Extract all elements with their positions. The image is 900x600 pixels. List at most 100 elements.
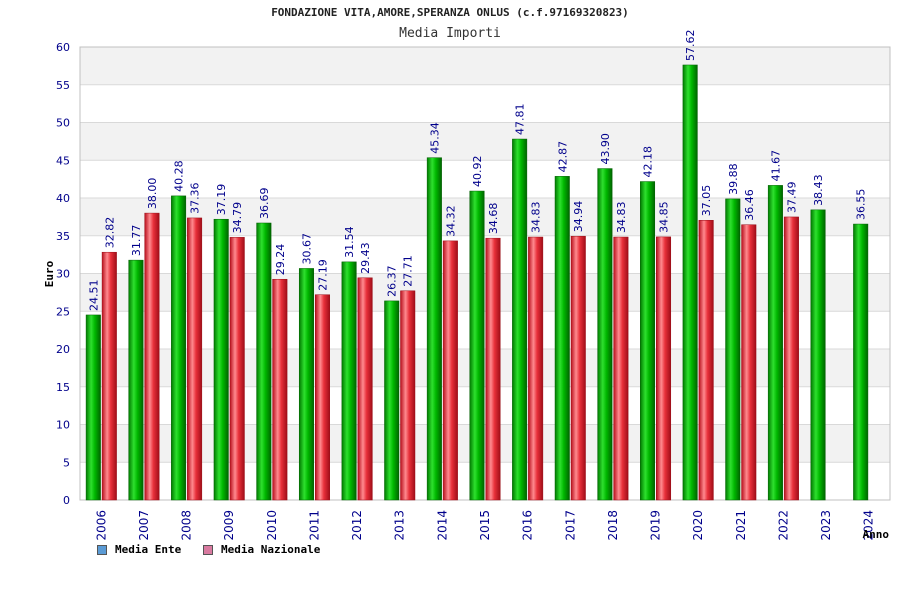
data-label: 29.24: [274, 244, 287, 276]
x-axis-title: Anno: [863, 528, 890, 541]
bar-media-nazionale: [400, 290, 416, 501]
data-label: 42.18: [642, 146, 655, 178]
bar-media-nazionale: [101, 251, 117, 501]
data-label: 29.43: [359, 242, 372, 274]
bar-media-nazionale: [314, 294, 330, 501]
y-tick-label: 25: [56, 305, 70, 318]
x-tick-label: 2010: [265, 510, 279, 541]
bar-media-ente: [512, 138, 528, 501]
x-tick-label: 2022: [776, 510, 790, 541]
x-tick-label: 2020: [691, 510, 705, 541]
x-tick-label: 2024: [862, 510, 876, 541]
data-label: 37.36: [189, 182, 202, 214]
bar-media-ente: [85, 314, 101, 501]
data-label: 34.94: [572, 201, 585, 233]
x-tick-label: 2014: [435, 510, 449, 541]
chart-subtitle: Media Importi: [399, 26, 501, 41]
y-axis-title: Euro: [43, 260, 56, 287]
data-label: 34.79: [231, 202, 244, 233]
data-label: 31.77: [130, 225, 143, 257]
axes: 0 5 10 15 20 25 30 35 40 45 50 55 60 2006 2007 2008 2009…: [43, 41, 889, 541]
bar-media-ente: [128, 259, 144, 501]
x-tick-label: 2009: [222, 510, 236, 541]
data-label: 36.46: [743, 189, 756, 221]
bar-media-ente: [426, 157, 442, 501]
x-tick-label: 2023: [819, 510, 833, 541]
data-label: 57.62: [684, 29, 697, 61]
legend-swatch-nazionale: [203, 544, 213, 555]
data-label: 37.49: [785, 181, 798, 213]
grid-band: [80, 84, 890, 123]
bar-media-nazionale: [570, 235, 586, 501]
bar-media-ente: [682, 64, 698, 501]
data-label: 47.81: [514, 104, 527, 136]
x-tick-label: 2021: [734, 510, 748, 541]
x-tick-label: 2007: [137, 510, 151, 541]
bar-media-ente: [298, 268, 314, 501]
x-tick-label: 2008: [180, 510, 194, 541]
bar-media-nazionale: [698, 220, 714, 501]
x-tick-label: 2016: [521, 510, 535, 541]
data-label: 34.32: [444, 205, 457, 237]
legend-item-ente: Media Ente: [97, 543, 181, 556]
data-label: 34.85: [658, 201, 671, 233]
bars: [85, 64, 869, 501]
data-label: 34.68: [487, 203, 500, 235]
chart-title: FONDAZIONE VITA,AMORE,SPERANZA ONLUS (c.…: [271, 6, 629, 19]
x-tick-label: 2019: [649, 510, 663, 541]
bar-media-ente: [767, 185, 783, 501]
bar-media-nazionale: [144, 212, 160, 501]
bar-media-nazionale: [741, 224, 757, 501]
plot-border: [79, 46, 891, 501]
x-tick-label: 2017: [563, 510, 577, 541]
bar-media-nazionale: [528, 236, 544, 501]
x-tick-label: 2012: [350, 510, 364, 541]
data-label: 42.87: [556, 141, 569, 173]
data-label: 38.00: [146, 178, 159, 210]
x-tick-label: 2013: [393, 510, 407, 541]
y-tick-label: 55: [56, 79, 70, 92]
bar-media-ente: [810, 209, 826, 501]
bar-media-nazionale: [357, 277, 373, 501]
data-label: 40.28: [173, 160, 186, 192]
data-label: 34.83: [530, 202, 543, 234]
y-tick-label: 15: [56, 381, 70, 394]
x-tick-label: 2006: [94, 510, 108, 541]
data-label: 36.69: [258, 187, 271, 219]
bar-media-ente: [725, 198, 741, 501]
data-label: 32.82: [103, 217, 116, 249]
legend-label-nazionale: Media Nazionale: [221, 543, 321, 556]
data-label: 39.88: [727, 163, 740, 195]
bar-media-nazionale: [442, 240, 458, 501]
y-tick-label: 35: [56, 230, 70, 243]
data-label: 24.51: [87, 279, 100, 311]
y-tick-label: 20: [56, 343, 70, 356]
bar-media-nazionale: [613, 236, 629, 501]
bar-media-ente: [554, 176, 570, 501]
data-label: 37.19: [215, 184, 228, 215]
data-label: 34.83: [615, 202, 628, 234]
x-tick-label: 2018: [606, 510, 620, 541]
data-label: 26.37: [386, 265, 399, 297]
bar-media-ente: [341, 261, 357, 501]
bar-media-ente: [853, 223, 869, 501]
data-label: 31.54: [343, 226, 356, 258]
data-label: 37.05: [700, 185, 713, 217]
data-label: 27.71: [402, 255, 415, 287]
x-tick-label: 2011: [307, 510, 321, 541]
bar-media-nazionale: [485, 237, 501, 501]
y-tick-label: 5: [63, 456, 70, 469]
bar-media-nazionale: [656, 236, 672, 501]
data-label: 43.90: [599, 133, 612, 165]
bar-media-nazionale: [272, 278, 288, 501]
y-tick-label: 60: [56, 41, 70, 54]
data-label: 40.92: [471, 156, 484, 188]
bar-media-ente: [597, 168, 613, 501]
grid-band: [80, 160, 890, 198]
grid-band: [80, 47, 890, 85]
legend-label-ente: Media Ente: [115, 543, 182, 556]
bar-media-nazionale: [783, 216, 799, 501]
data-label: 38.43: [812, 174, 825, 206]
